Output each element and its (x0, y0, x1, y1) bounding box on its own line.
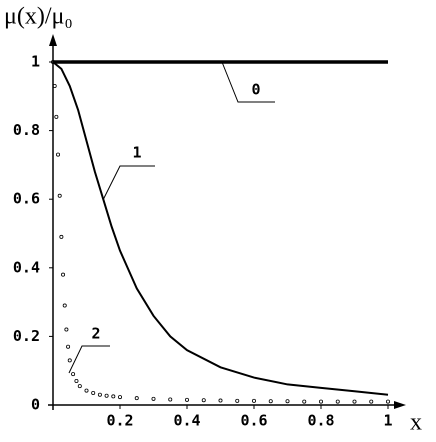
data-point (302, 399, 307, 404)
data-point (385, 399, 390, 404)
data-point (235, 398, 240, 403)
data-point (62, 303, 67, 308)
leader-line (221, 61, 275, 103)
data-point (201, 398, 206, 403)
data-point (56, 152, 61, 157)
data-point (318, 399, 323, 404)
data-point (84, 388, 89, 393)
y-tick-label: 0.4 (13, 258, 40, 276)
data-point (118, 395, 123, 400)
leader-line (68, 345, 110, 374)
curve-label: 2 (91, 325, 100, 343)
data-point (151, 396, 156, 401)
data-point (64, 327, 69, 332)
x-tick-label: 0.6 (240, 412, 267, 430)
data-point (335, 399, 340, 404)
data-point (61, 272, 66, 277)
leader-line (102, 165, 155, 201)
y-tick-label: 0.2 (13, 327, 40, 345)
y-tick-label: 0.8 (13, 121, 40, 139)
data-point (51, 60, 56, 65)
data-point (369, 399, 374, 404)
y-tick-label: 1 (31, 53, 40, 71)
data-point (251, 398, 256, 403)
data-point (184, 397, 189, 402)
data-point (67, 358, 72, 363)
data-point (66, 344, 71, 349)
data-point (97, 392, 102, 397)
data-point (268, 399, 273, 404)
x-axis-arrow (394, 401, 406, 409)
y-axis-label: μ(x)/μ₀ (4, 4, 73, 30)
x-tick-label: 1 (383, 412, 392, 430)
data-point (77, 384, 82, 389)
x-tick-label: 0.4 (173, 412, 200, 430)
data-point (168, 397, 173, 402)
x-tick-label: 0.8 (307, 412, 334, 430)
y-tick-label: 0 (31, 396, 40, 414)
data-point (54, 114, 59, 119)
data-point (134, 396, 139, 401)
data-point (74, 378, 79, 383)
data-point (71, 372, 76, 377)
data-point (352, 399, 357, 404)
data-point (218, 398, 223, 403)
data-point (52, 84, 57, 89)
line (52, 61, 389, 396)
curve-label: 1 (132, 144, 141, 162)
y-axis-arrow (49, 34, 57, 46)
data-point (59, 234, 64, 239)
data-point (91, 390, 96, 395)
data-point (57, 193, 62, 198)
data-point (111, 394, 116, 399)
data-point (285, 399, 290, 404)
y-tick-label: 0.6 (13, 190, 40, 208)
x-axis-label: x (410, 410, 422, 436)
data-point (104, 393, 109, 398)
x-tick-label: 0.2 (106, 412, 133, 430)
curve-label: 0 (251, 81, 260, 99)
